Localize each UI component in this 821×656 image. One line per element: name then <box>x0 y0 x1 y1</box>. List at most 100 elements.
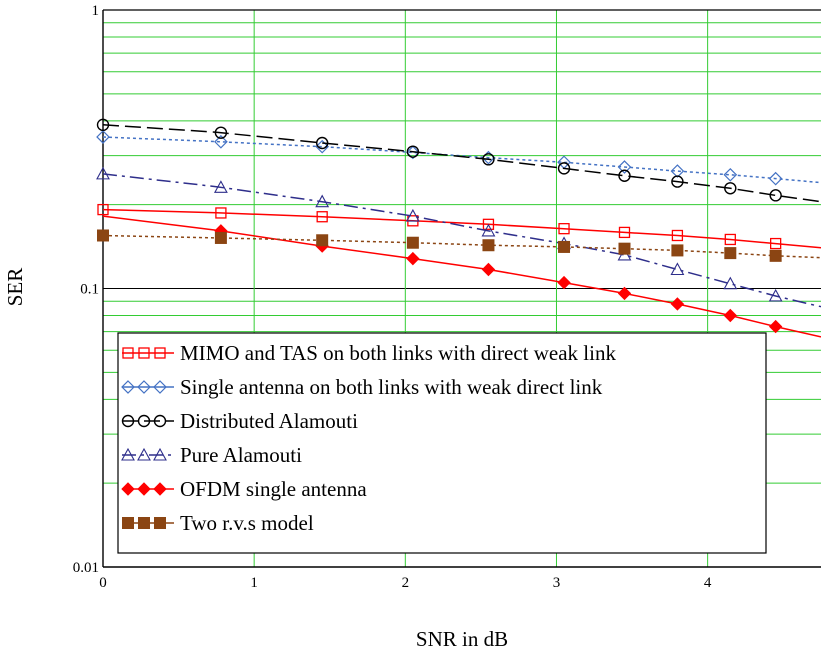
data-point <box>723 167 738 182</box>
legend-label: MIMO and TAS on both links with direct w… <box>180 341 616 365</box>
legend: MIMO and TAS on both links with direct w… <box>117 332 767 554</box>
data-point <box>671 244 684 257</box>
legend-box <box>117 332 767 554</box>
data-point <box>214 134 228 149</box>
data-point <box>315 194 330 208</box>
legend-marker <box>153 482 167 496</box>
data-point <box>316 234 329 247</box>
legend-marker <box>137 482 151 496</box>
data-point <box>97 229 109 242</box>
data-point <box>405 208 420 222</box>
data-point <box>97 203 109 216</box>
data-series <box>96 118 821 338</box>
legend-label: Two r.v.s model <box>180 511 314 535</box>
legend-marker <box>138 517 150 529</box>
x-tick-label: 0 <box>99 575 107 591</box>
legend-marker <box>121 482 135 496</box>
legend-entry: Distributed Alamouti <box>121 409 358 433</box>
legend-marker <box>154 347 166 359</box>
data-point <box>406 145 420 158</box>
legend-marker <box>137 380 151 394</box>
y-tick-label: 0.01 <box>73 560 99 576</box>
data-point <box>96 166 110 180</box>
data-point <box>723 308 738 323</box>
data-point <box>617 286 632 301</box>
legend-entry: Two r.v.s model <box>122 511 314 535</box>
data-point <box>768 288 783 302</box>
data-point <box>482 239 495 252</box>
data-point <box>724 182 737 195</box>
data-point <box>96 118 110 132</box>
legend-marker <box>153 447 167 461</box>
series-3 <box>96 118 821 203</box>
x-tick-label: 3 <box>553 575 561 591</box>
data-point <box>768 171 783 186</box>
data-point <box>406 145 420 160</box>
legend-marker <box>154 517 166 529</box>
data-point <box>406 251 420 266</box>
legend-marker <box>121 380 135 394</box>
data-point <box>558 223 570 235</box>
plot-frame <box>102 9 821 568</box>
tick-labels: 0 1 2 3 4 0.01 0.1 1 <box>73 3 712 591</box>
data-point <box>481 223 496 237</box>
legend-entry: MIMO and TAS on both links with direct w… <box>122 341 616 365</box>
series-line <box>102 136 821 184</box>
legend-label: Pure Alamouti <box>180 443 302 467</box>
series-line <box>102 234 821 259</box>
data-point <box>768 319 783 334</box>
data-point <box>617 160 632 174</box>
series-line <box>102 124 821 203</box>
x-tick-label: 2 <box>402 575 410 591</box>
series-5 <box>102 215 821 338</box>
data-point <box>618 242 631 255</box>
data-point <box>618 226 631 239</box>
legend-marker <box>138 347 150 359</box>
data-point <box>724 247 737 260</box>
legend-marker <box>121 414 135 428</box>
data-point <box>96 130 110 144</box>
series-line <box>102 173 821 308</box>
y-tick-label: 1 <box>92 3 100 19</box>
data-point <box>482 153 495 166</box>
data-point <box>214 126 228 139</box>
series-2 <box>96 130 821 186</box>
legend-label: Single antenna on both links with weak d… <box>180 375 603 399</box>
legend-marker <box>122 347 134 359</box>
data-point <box>670 262 685 276</box>
data-point <box>671 175 684 188</box>
legend-marker <box>137 414 151 428</box>
data-point <box>315 139 330 154</box>
legend-entry: Pure Alamouti <box>121 443 302 467</box>
x-tick-label: 4 <box>704 575 712 591</box>
series-1 <box>97 203 821 250</box>
legend-label: OFDM single antenna <box>180 477 367 501</box>
data-point <box>769 189 782 202</box>
data-point <box>482 218 495 230</box>
data-point <box>406 236 419 249</box>
data-point <box>618 169 631 182</box>
series-6 <box>97 229 821 262</box>
data-point <box>213 180 228 193</box>
data-point <box>670 164 685 178</box>
legend-marker <box>153 414 167 428</box>
data-point <box>481 262 496 277</box>
legend-entry: Single antenna on both links with weak d… <box>121 375 603 399</box>
legend-marker <box>121 447 135 461</box>
legend-marker <box>137 447 151 461</box>
data-point <box>670 297 685 311</box>
x-axis-title: SNR in dB <box>416 627 508 651</box>
data-point <box>770 237 782 250</box>
series-line <box>102 215 821 338</box>
x-tick-label: 1 <box>250 575 258 591</box>
data-point <box>316 211 328 223</box>
data-point <box>723 276 738 290</box>
data-point <box>214 231 227 244</box>
legend-marker <box>122 517 134 529</box>
data-point <box>724 233 736 246</box>
data-point <box>557 162 571 175</box>
legend-label: Distributed Alamouti <box>180 409 358 433</box>
data-point <box>769 249 782 262</box>
data-point <box>215 207 227 219</box>
